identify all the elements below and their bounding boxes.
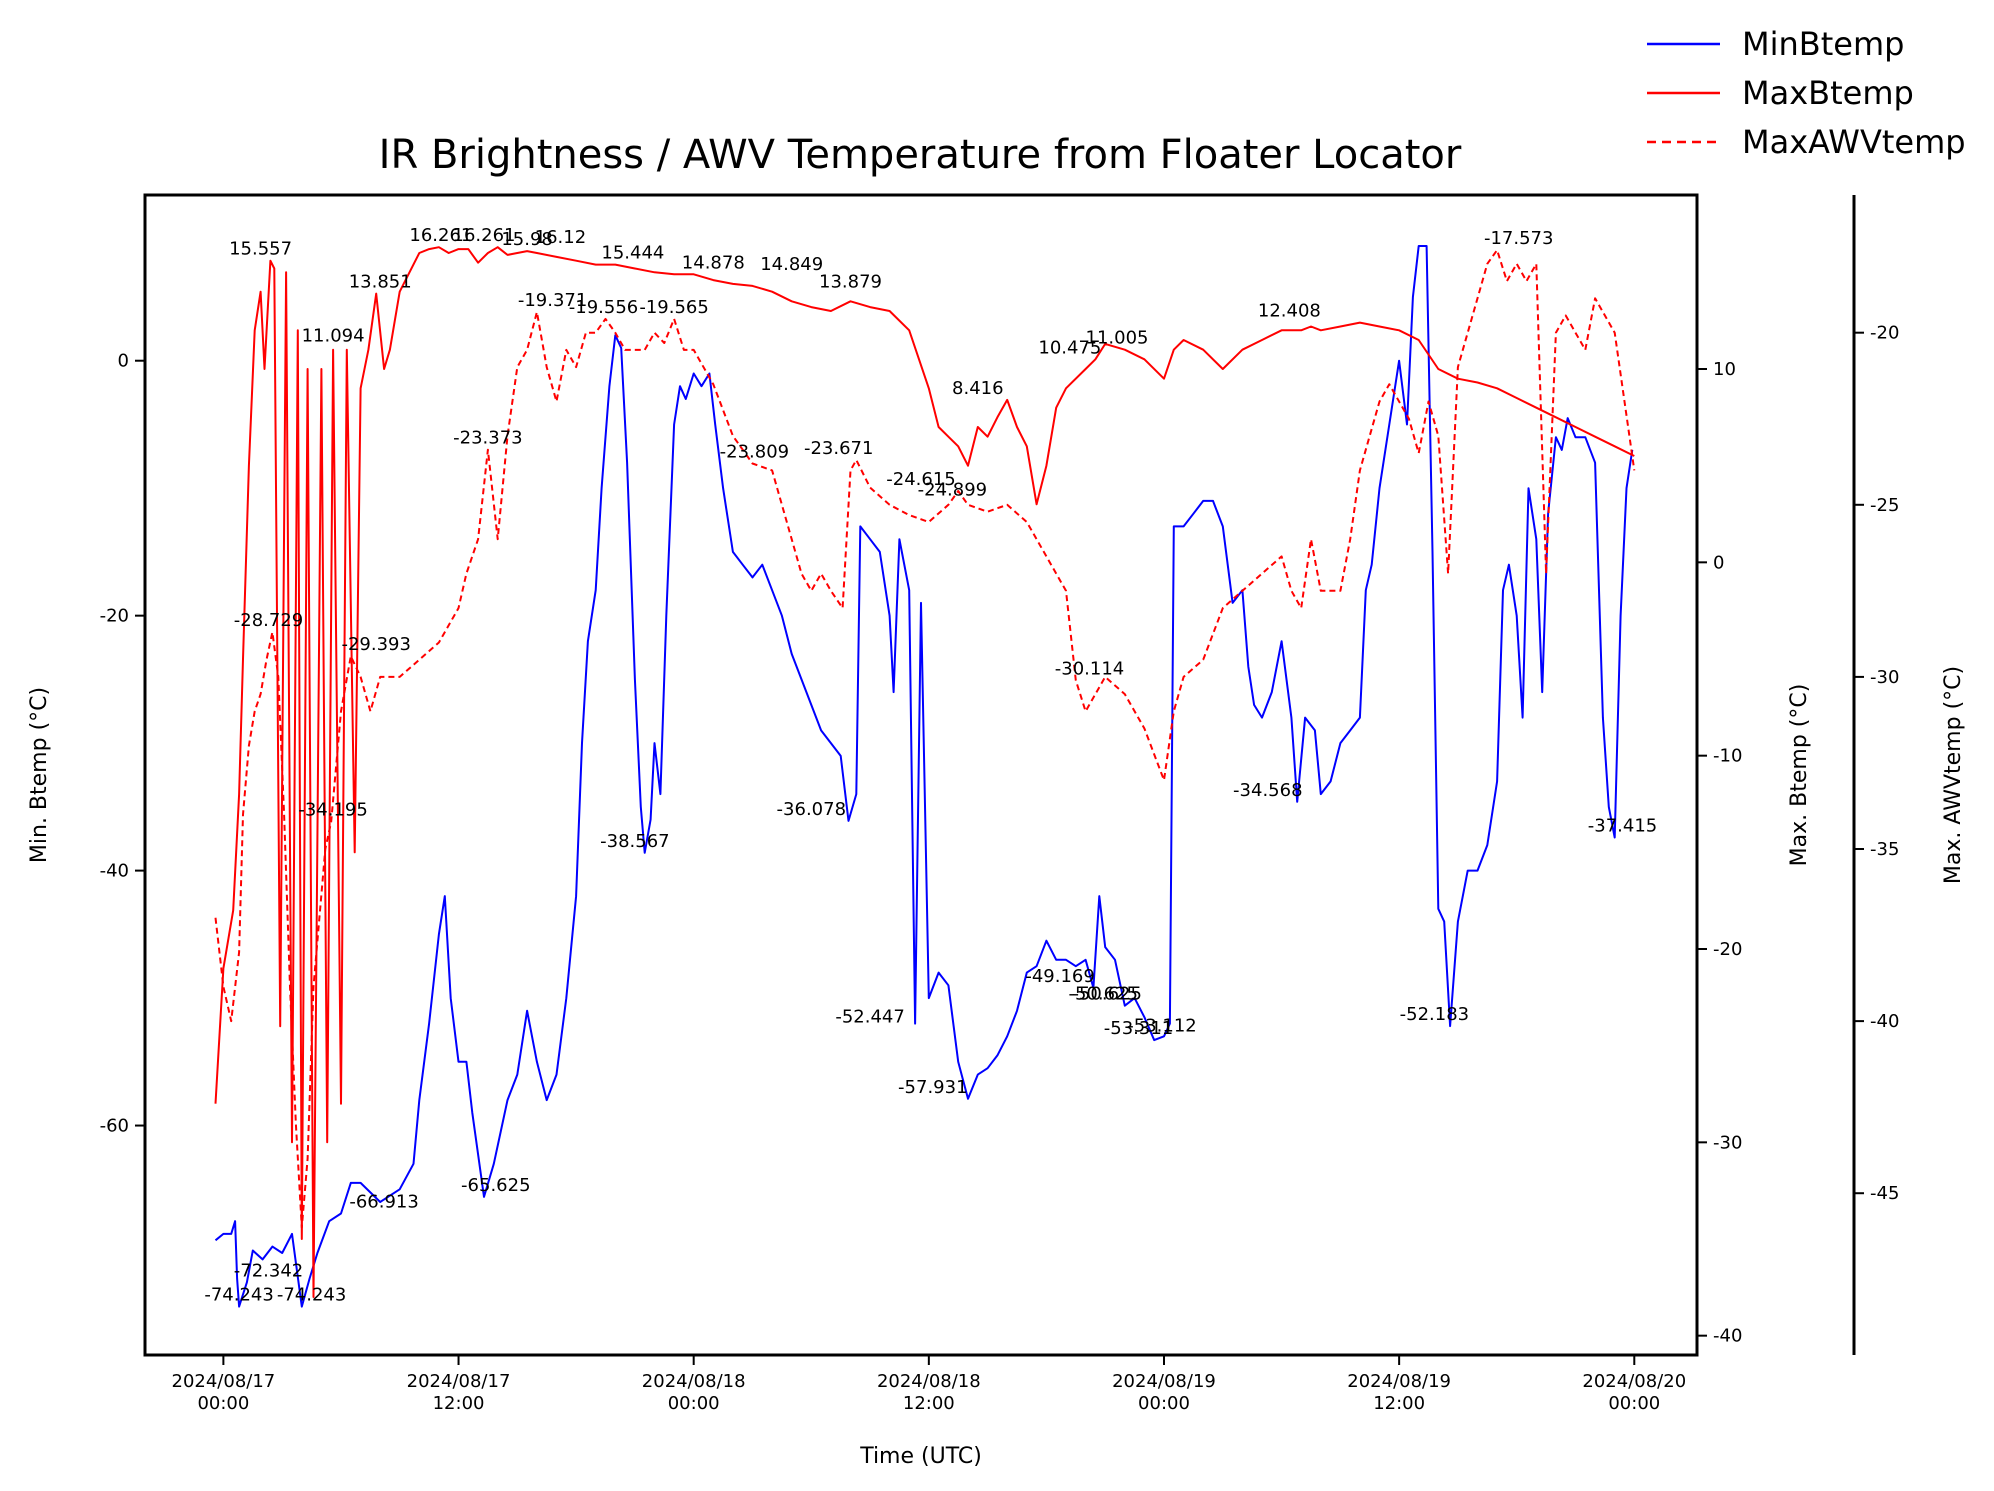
x-tick-label-time: 12:00: [1373, 1393, 1425, 1414]
data-label: -29.393: [341, 634, 410, 655]
data-label: -36.078: [777, 799, 846, 820]
x-tick-label-time: 00:00: [197, 1393, 249, 1414]
data-label: -23.373: [453, 428, 522, 449]
data-label: 8.416: [952, 378, 1004, 399]
data-label: -50.625: [1072, 984, 1141, 1005]
data-label: -49.169: [1025, 966, 1094, 987]
y-tick-label-right2: -20: [1870, 323, 1899, 344]
data-label: -30.114: [1055, 658, 1124, 679]
data-label: -19.565: [639, 297, 708, 318]
data-label: -50.625: [1068, 984, 1137, 1005]
data-label: 13.851: [349, 272, 412, 293]
x-tick-label-time: 00:00: [1138, 1393, 1190, 1414]
x-tick-label-date: 2024/08/20: [1582, 1371, 1686, 1392]
data-label: -34.568: [1233, 780, 1302, 801]
data-label: 16.12: [535, 227, 587, 248]
y-tick-label-right2: -45: [1870, 1183, 1899, 1204]
data-label: -23.671: [804, 438, 873, 459]
x-tick-label-time: 12:00: [433, 1393, 485, 1414]
x-tick-label-date: 2024/08/17: [172, 1371, 276, 1392]
data-label: 14.849: [760, 254, 823, 275]
data-label: -52.447: [835, 1007, 904, 1028]
y-axis-label-right2: Max. AWVtemp (°C): [1941, 666, 1966, 884]
y-tick-label-left: 0: [118, 351, 129, 372]
y-tick-label-right1: -30: [1713, 1132, 1742, 1153]
data-label: -24.615: [886, 469, 955, 490]
tick-layer: 2024/08/1700:002024/08/1712:002024/08/18…: [100, 323, 1900, 1414]
x-tick-label-time: 12:00: [903, 1393, 955, 1414]
data-label: -57.931: [898, 1077, 967, 1098]
plot-frame: [143, 193, 1699, 1357]
y-tick-label-left: -40: [100, 861, 129, 882]
data-label: 12.408: [1258, 301, 1321, 322]
y-tick-label-right1: -20: [1713, 939, 1742, 960]
data-label: 15.444: [601, 243, 664, 264]
series-line-minbtemp: [214, 245, 1634, 1308]
data-label: 16.261: [409, 225, 472, 246]
data-label: -19.556: [569, 297, 638, 318]
data-label: -37.415: [1588, 816, 1657, 837]
legend-label-maxawvtemp: MaxAWVtemp: [1742, 123, 1966, 161]
y-tick-label-right2: -40: [1870, 1011, 1899, 1032]
series-line-maxbtemp: [214, 246, 1635, 1298]
y-tick-label-right1: 0: [1713, 552, 1724, 573]
y-tick-label-right2: -25: [1870, 495, 1899, 516]
x-axis-label: Time (UTC): [859, 1444, 982, 1469]
y-tick-label-right1: -40: [1713, 1326, 1742, 1347]
y-tick-label-right2: -30: [1870, 667, 1899, 688]
y-tick-label-right1: 10: [1713, 359, 1736, 380]
data-label: -53.311: [1104, 1018, 1173, 1039]
data-label: 15.557: [229, 239, 292, 260]
data-label: -52.183: [1400, 1004, 1469, 1025]
legend-label-maxbtemp: MaxBtemp: [1742, 74, 1914, 112]
chart-title: IR Brightness / AWV Temperature from Flo…: [379, 132, 1462, 178]
data-label: 14.878: [682, 252, 745, 273]
data-label: -34.195: [298, 800, 367, 821]
data-label: -65.625: [461, 1175, 530, 1196]
data-label: -74.243: [204, 1285, 273, 1306]
data-label: -53.112: [1127, 1016, 1196, 1037]
y-tick-label-left: -60: [100, 1116, 129, 1137]
y-tick-label-right2: -35: [1870, 839, 1899, 860]
data-label: -66.913: [349, 1192, 418, 1213]
x-tick-label-time: 00:00: [1608, 1393, 1660, 1414]
series-layer: [214, 245, 1636, 1308]
data-label: 15.98: [501, 229, 553, 250]
data-label: 16.261: [453, 225, 516, 246]
x-tick-label-date: 2024/08/19: [1347, 1371, 1451, 1392]
data-label: -17.573: [1484, 228, 1553, 249]
legend-label-minbtemp: MinBtemp: [1742, 25, 1904, 63]
data-label: -74.243: [277, 1285, 346, 1306]
data-label: -24.899: [918, 479, 987, 500]
legend: MinBtemp MaxBtemp MaxAWVtemp: [1647, 25, 1966, 161]
data-label: 10.475: [1038, 337, 1101, 358]
x-tick-label-date: 2024/08/17: [407, 1371, 511, 1392]
y-tick-label-left: -20: [100, 606, 129, 627]
y-axis-label-left: Min. Btemp (°C): [27, 687, 52, 863]
y-tick-label-right1: -10: [1713, 746, 1742, 767]
data-label: -19.371: [518, 290, 587, 311]
data-label: -23.809: [720, 442, 789, 463]
data-label: -38.567: [600, 831, 669, 852]
x-tick-label-date: 2024/08/19: [1112, 1371, 1216, 1392]
data-label: -72.342: [234, 1260, 303, 1281]
x-tick-label-date: 2024/08/18: [642, 1371, 746, 1392]
data-label: 11.005: [1086, 328, 1149, 349]
y-axis-label-right1: Max. Btemp (°C): [1787, 684, 1812, 867]
x-tick-label-date: 2024/08/18: [877, 1371, 981, 1392]
data-label: 11.094: [302, 326, 365, 347]
data-label: 13.879: [819, 272, 882, 293]
x-tick-label-time: 00:00: [668, 1393, 720, 1414]
data-label: -28.729: [234, 610, 303, 631]
